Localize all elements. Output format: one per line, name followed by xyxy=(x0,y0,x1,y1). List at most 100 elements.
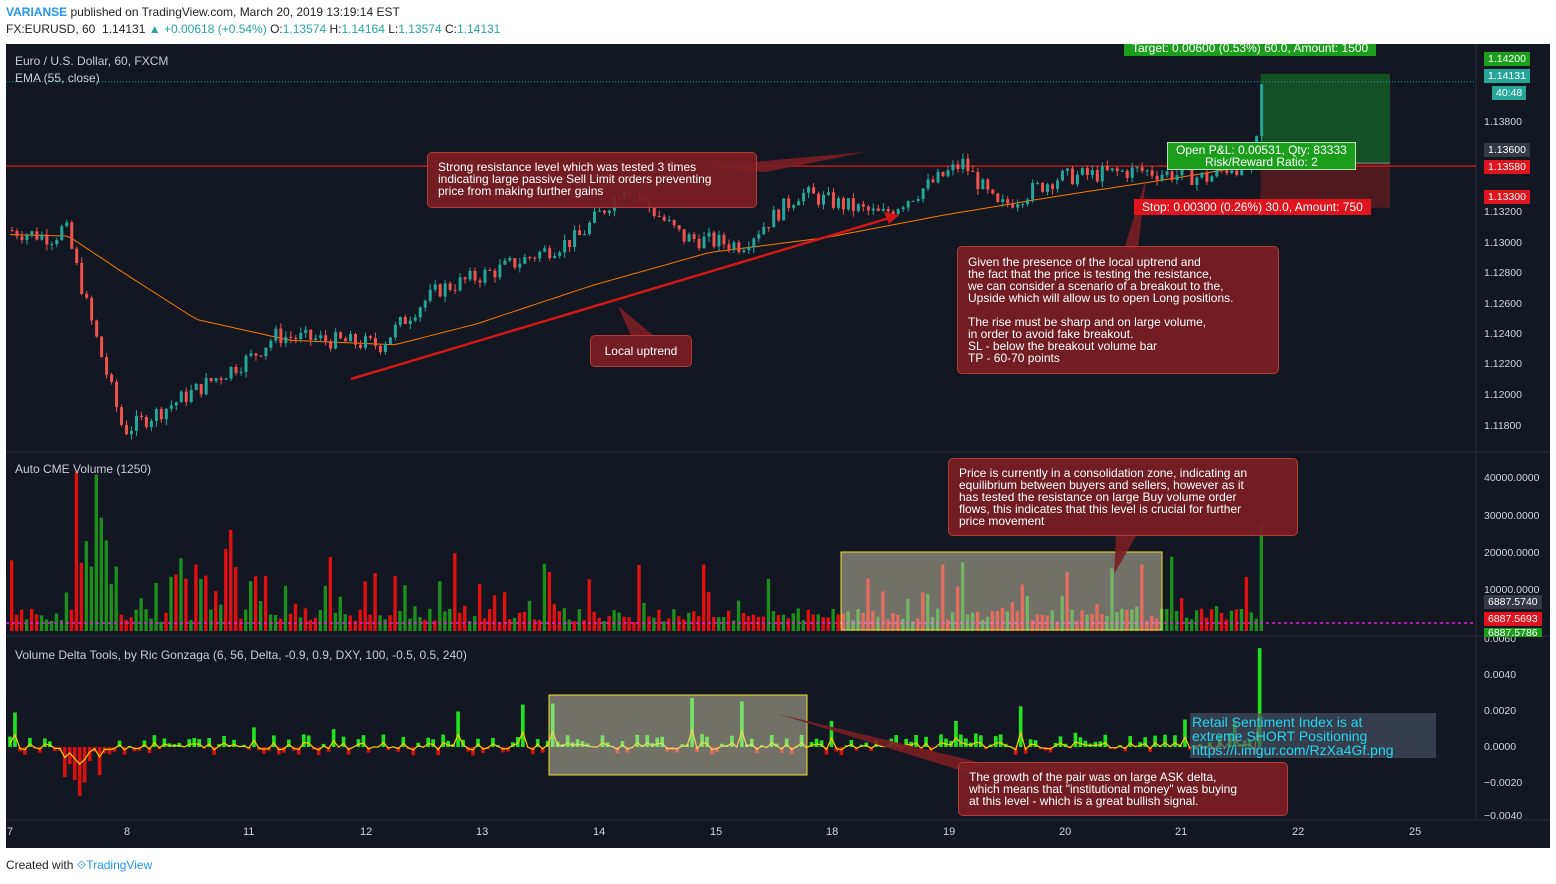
candle-body xyxy=(831,192,835,208)
volume-bar xyxy=(960,562,965,631)
candle-body xyxy=(1110,168,1114,171)
volume-bar xyxy=(219,604,223,631)
candle-body xyxy=(558,252,562,256)
candle-body xyxy=(383,343,387,352)
volume-bar xyxy=(652,617,656,631)
y-tick: 0.0020 xyxy=(1484,705,1517,717)
target-label[interactable]: Target: 0.00600 (0.53%) 60.0, Amount: 15… xyxy=(1124,44,1377,56)
tradingview-link[interactable]: TradingView xyxy=(86,858,153,872)
sentiment-note[interactable]: Retail Sentiment Index is at extreme SHO… xyxy=(1190,713,1436,758)
candle-body xyxy=(772,209,776,228)
volume-bar xyxy=(776,615,781,631)
volume-bar xyxy=(44,619,49,631)
volume-bar xyxy=(1165,608,1169,631)
candle-body xyxy=(528,257,532,259)
volume-bar xyxy=(532,619,537,631)
candle-body xyxy=(314,338,318,340)
volume-bar xyxy=(746,616,751,631)
volume-bar xyxy=(1015,611,1020,631)
delta-pane-title: Volume Delta Tools, by Ric Gonzaga (6, 5… xyxy=(15,648,467,662)
volume-bar xyxy=(707,591,711,631)
breakout-note[interactable]: Given the presence of the local uptrend … xyxy=(957,246,1279,374)
candle-body xyxy=(1180,167,1184,176)
candle-body xyxy=(1075,174,1079,185)
stop-price-tag: 1.13300 xyxy=(1484,190,1530,204)
candle-body xyxy=(1021,204,1025,206)
ema-line xyxy=(9,162,1265,346)
candle-body xyxy=(105,357,109,375)
candle-body xyxy=(1160,174,1164,180)
chart-area[interactable]: Euro / U.S. Dollar, 60, FXCM EMA (55, cl… xyxy=(6,44,1550,848)
publisher-name[interactable]: VARIANSE xyxy=(6,5,68,19)
stop-label[interactable]: Stop: 0.00300 (0.26%) 30.0, Amount: 750 xyxy=(1134,199,1371,215)
ask-delta-note[interactable]: The growth of the pair was on large ASK … xyxy=(958,762,1288,816)
chart-svg[interactable] xyxy=(6,44,1550,848)
y-tick: −0.0020 xyxy=(1484,777,1523,789)
volume-bar xyxy=(64,592,69,631)
volume-bar xyxy=(303,608,308,631)
volume-bar xyxy=(468,621,472,631)
uptrend-note[interactable]: Local uptrend xyxy=(590,335,692,367)
candle-body xyxy=(1036,182,1040,184)
candle-body xyxy=(797,201,801,206)
candle-body xyxy=(812,187,816,194)
h-value: 1.14164 xyxy=(341,22,385,36)
consolidation-box xyxy=(840,551,1163,631)
candle-body xyxy=(707,232,711,237)
candle-body xyxy=(1016,204,1020,208)
volume-bar xyxy=(74,472,79,631)
candle-body xyxy=(702,236,706,249)
candle-body xyxy=(652,207,656,216)
candle-body xyxy=(991,189,995,194)
volume-bar xyxy=(323,585,328,631)
candle-body xyxy=(607,210,611,213)
candle-body xyxy=(672,219,676,226)
consolidation-note[interactable]: Price is currently in a consolidation zo… xyxy=(948,458,1298,536)
candle-body xyxy=(239,371,243,374)
entry-price-tag: 1.13600 xyxy=(1484,143,1530,157)
candle-body xyxy=(1230,170,1234,174)
volume-bar xyxy=(662,621,666,631)
h-label: H: xyxy=(329,22,342,36)
volume-bar xyxy=(1000,607,1005,631)
candle-body xyxy=(1175,175,1179,181)
candle-body xyxy=(199,383,203,395)
candle-body xyxy=(1085,168,1089,176)
candle-body xyxy=(533,257,537,259)
candle-body xyxy=(1026,199,1030,205)
candle-body xyxy=(169,405,173,409)
candle-body xyxy=(1056,180,1060,189)
last-price-tag: 1.14131 xyxy=(1484,69,1530,83)
y-tick: 1.13000 xyxy=(1484,237,1522,249)
candle-body xyxy=(393,324,397,338)
candle-body xyxy=(70,222,74,249)
volume-bar xyxy=(1110,568,1114,631)
volume-bar xyxy=(1010,602,1015,631)
volume-bar xyxy=(871,610,875,631)
candle-body xyxy=(548,248,552,259)
volume-pane-title: Auto CME Volume (1250) xyxy=(15,462,152,476)
volume-bar xyxy=(1254,618,1259,631)
candle-body xyxy=(986,179,990,190)
volume-bar xyxy=(597,617,601,631)
candle-body xyxy=(269,340,273,348)
pnl-label[interactable]: Open P&L: 0.00531, Qty: 83333 Risk/Rewar… xyxy=(1167,142,1356,170)
volume-bar xyxy=(79,562,84,631)
volume-bar xyxy=(199,578,203,631)
volume-bar xyxy=(592,611,596,631)
volume-bar xyxy=(169,576,173,631)
volume-bar xyxy=(945,619,950,631)
volume-bar xyxy=(562,608,566,631)
candle-body xyxy=(817,193,821,205)
volume-bar xyxy=(149,618,153,631)
volume-bar xyxy=(204,575,208,631)
candle-body xyxy=(1130,167,1134,178)
candle-body xyxy=(1140,167,1144,171)
volume-bar xyxy=(577,609,581,631)
candle-body xyxy=(30,231,34,235)
candle-body xyxy=(483,269,487,283)
resistance-note[interactable]: Strong resistance level which was tested… xyxy=(427,152,757,208)
candle-body xyxy=(139,415,143,417)
volume-bar xyxy=(1150,615,1154,631)
candle-body xyxy=(807,187,811,193)
